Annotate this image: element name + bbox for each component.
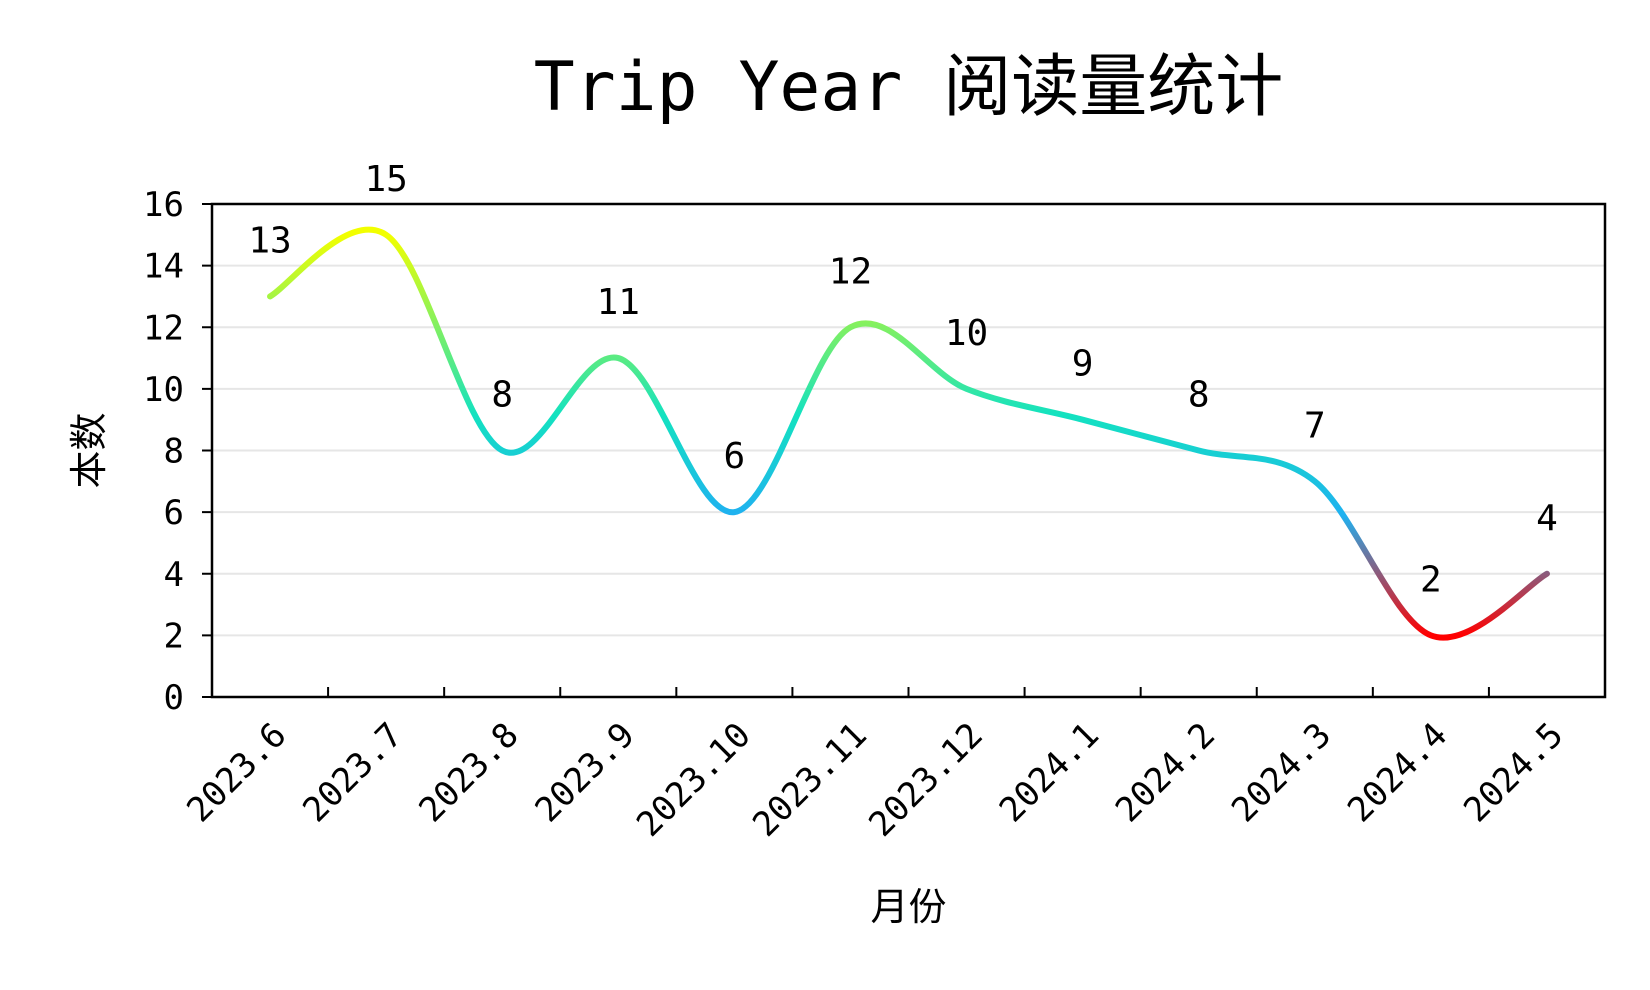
data-label: 11 — [597, 282, 640, 323]
x-tick-label: 2024.3 — [1224, 715, 1339, 830]
x-tick-label: 2024.2 — [1108, 715, 1223, 830]
y-tick-label: 6 — [164, 493, 184, 533]
x-axis-label: 月份 — [870, 885, 946, 929]
data-label: 6 — [724, 436, 746, 477]
data-label: 12 — [829, 251, 872, 292]
data-label: 10 — [945, 313, 988, 354]
x-tick-label: 2023.9 — [528, 715, 643, 830]
x-tick-label: 2023.12 — [861, 715, 991, 845]
y-tick-label: 16 — [143, 185, 184, 225]
y-axis-label: 本数 — [67, 412, 111, 488]
chart-title: Trip Year 阅读量统计 — [534, 48, 1283, 127]
series-line — [267, 226, 1550, 641]
x-tick-label: 2024.4 — [1340, 715, 1455, 830]
y-tick-label: 2 — [164, 616, 184, 656]
x-tick-label: 2023.6 — [179, 715, 294, 830]
x-tick-label: 2024.5 — [1456, 715, 1571, 830]
y-tick-label: 0 — [164, 678, 184, 718]
x-tick-label: 2024.1 — [992, 715, 1107, 830]
y-tick-label: 12 — [143, 308, 184, 348]
data-label: 9 — [1072, 344, 1094, 385]
x-tick-label: 2023.10 — [629, 715, 759, 845]
data-label: 7 — [1304, 405, 1326, 446]
x-tick-label: 2023.11 — [745, 715, 875, 845]
data-label: 2 — [1420, 559, 1442, 600]
data-label: 4 — [1536, 498, 1558, 539]
x-tick-label: 2023.8 — [411, 715, 526, 830]
y-tick-label: 8 — [164, 432, 184, 472]
y-tick-label: 14 — [143, 247, 184, 287]
y-tick-label: 4 — [164, 555, 184, 595]
data-label: 8 — [1188, 375, 1210, 416]
data-label: 8 — [491, 375, 513, 416]
x-tick-label: 2023.7 — [295, 715, 410, 830]
plot-frame — [210, 202, 1607, 699]
data-label: 15 — [364, 159, 407, 200]
data-label: 13 — [248, 220, 291, 261]
y-tick-label: 10 — [143, 370, 184, 410]
